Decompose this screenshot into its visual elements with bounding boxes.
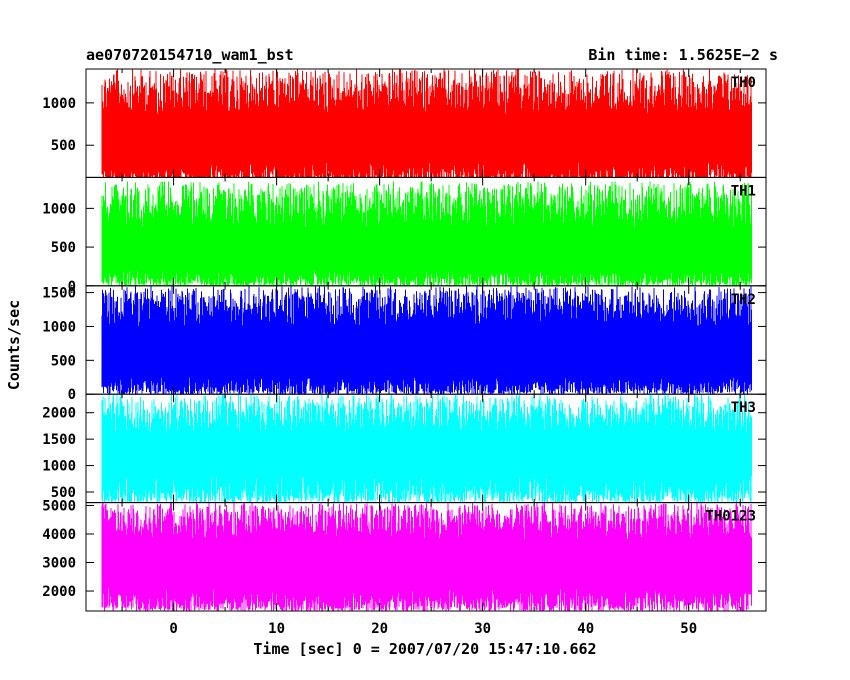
series-label-th0123: TH0123: [705, 509, 756, 525]
ytick-label-th0123-5000: 5000: [42, 498, 76, 514]
y-axis-label: Counts/sec: [5, 300, 23, 390]
series-th3: [101, 394, 752, 503]
xtick-label-40: 40: [577, 621, 594, 637]
ytick-label-th1-0: 0: [68, 279, 76, 295]
series-label-th3: TH3: [731, 400, 756, 416]
ytick-label-th2-1000: 1000: [42, 319, 76, 335]
xtick-label-10: 10: [268, 621, 285, 637]
xtick-label-30: 30: [474, 621, 491, 637]
ytick-label-th3-2000: 2000: [42, 406, 76, 422]
ytick-label-th3-1000: 1000: [42, 459, 76, 475]
ytick-label-th2-500: 500: [51, 353, 76, 369]
ytick-label-th1-500: 500: [51, 240, 76, 256]
xtick-label-20: 20: [371, 621, 388, 637]
series-label-th2: TH2: [731, 292, 756, 308]
ytick-label-th0123-2000: 2000: [42, 584, 76, 600]
xtick-label-50: 50: [680, 621, 697, 637]
ytick-label-th3-500: 500: [51, 485, 76, 501]
ytick-label-th0123-4000: 4000: [42, 527, 76, 543]
series-th2: [101, 285, 752, 395]
ytick-label-th2-0: 0: [68, 387, 76, 403]
series-th0: [101, 69, 752, 178]
ytick-label-th0-500: 500: [51, 138, 76, 154]
chart-title-left: ae070720154710_wam1_bst: [86, 46, 294, 64]
chart-title-right: Bin time: 1.5625E−2 s: [588, 46, 778, 64]
series-th1: [101, 181, 752, 286]
panel-frame-th0123: [85, 502, 767, 612]
series-th0123: [101, 502, 752, 611]
ytick-label-th0-1000: 1000: [42, 96, 76, 112]
series-label-th1: TH1: [731, 183, 756, 199]
ytick-label-th2-1500: 1500: [42, 286, 76, 302]
xtick-label-0: 0: [169, 621, 177, 637]
ytick-label-th1-1000: 1000: [42, 201, 76, 217]
series-label-th0: TH0: [731, 75, 756, 91]
ytick-label-th0123-3000: 3000: [42, 556, 76, 572]
x-axis-label: Time [sec] 0 = 2007/07/20 15:47:10.662: [253, 640, 596, 658]
ytick-label-th3-1500: 1500: [42, 432, 76, 448]
